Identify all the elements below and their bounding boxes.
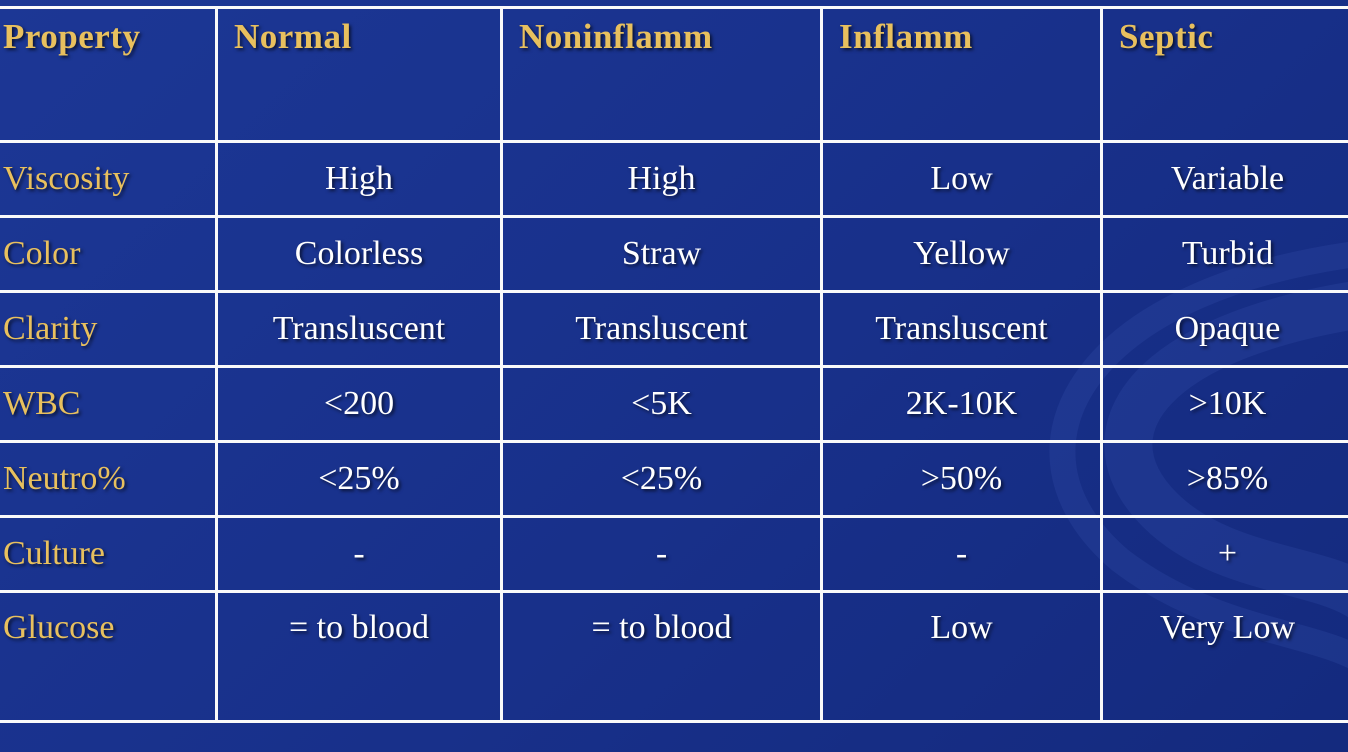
table-cell: >50% [820,440,1103,518]
table-row: Clarity Transluscent Transluscent Translusc… [0,290,1348,368]
table-row: Neutro% <25% <25% >50% >85% [0,440,1348,518]
table-cell: <25% [215,440,503,518]
table-cell: = to blood [215,590,503,723]
table-cell: Opaque [1100,290,1348,368]
table-cell: Low [820,140,1103,218]
table-body: Viscosity High High Low Variable Color Colorle… [0,140,1348,723]
table-cell: Low [820,590,1103,723]
table-cell: >85% [1100,440,1348,518]
table-cell: >10K [1100,365,1348,443]
column-header-noninflamm: Noninflamm [500,6,823,143]
table-cell: = to blood [500,590,823,723]
table-cell: - [820,515,1103,593]
table-cell: <5K [500,365,823,443]
column-header-normal: Normal [215,6,503,143]
table-row: Color Colorless Straw Yellow Turbid [0,215,1348,293]
row-label-glucose: Glucose [0,590,218,723]
table-cell: Colorless [215,215,503,293]
table-cell: High [215,140,503,218]
table-cell: 2K-10K [820,365,1103,443]
table-cell: Yellow [820,215,1103,293]
table-row: Glucose = to blood = to blood Low Very Low [0,590,1348,723]
table-row: Culture - - - + [0,515,1348,593]
synovial-fluid-table: Property Normal Noninflamm Inflamm Septic Vi… [0,6,1348,723]
table-header-row: Property Normal Noninflamm Inflamm Septic [0,6,1348,143]
row-label-wbc: WBC [0,365,218,443]
table-cell: Transluscent [215,290,503,368]
table-cell: <25% [500,440,823,518]
table-cell: Transluscent [820,290,1103,368]
table-cell: - [215,515,503,593]
row-label-neutro-: Neutro% [0,440,218,518]
row-label-clarity: Clarity [0,290,218,368]
table-cell: <200 [215,365,503,443]
table-cell: Very Low [1100,590,1348,723]
table-row: Viscosity High High Low Variable [0,140,1348,218]
column-header-septic: Septic [1100,6,1348,143]
table-cell: Turbid [1100,215,1348,293]
row-label-color: Color [0,215,218,293]
table-row: WBC <200 <5K 2K-10K >10K [0,365,1348,443]
table-cell: Variable [1100,140,1348,218]
row-label-viscosity: Viscosity [0,140,218,218]
column-header-property: Property [0,6,218,143]
table-cell: - [500,515,823,593]
table-cell: + [1100,515,1348,593]
table-cell: Transluscent [500,290,823,368]
table-cell: High [500,140,823,218]
column-header-inflamm: Inflamm [820,6,1103,143]
row-label-culture: Culture [0,515,218,593]
table-cell: Straw [500,215,823,293]
